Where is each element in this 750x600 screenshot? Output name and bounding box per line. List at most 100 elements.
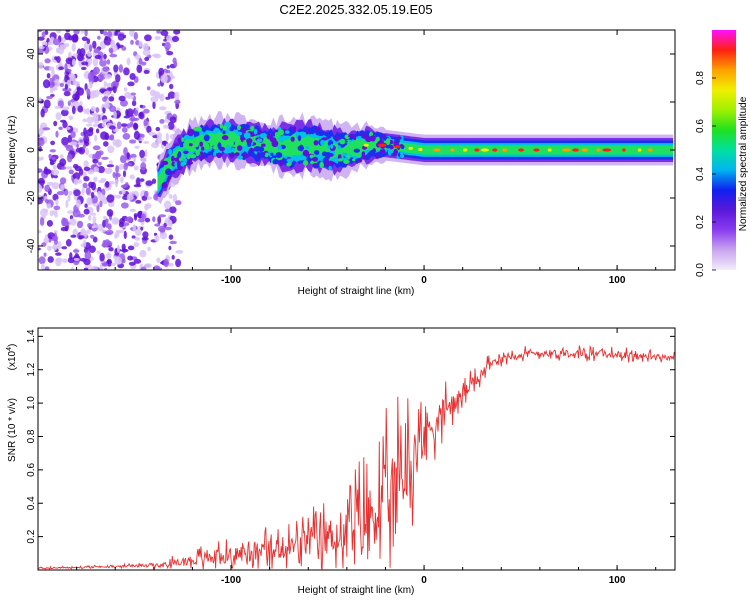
noise-blob xyxy=(82,118,87,123)
signal-blob xyxy=(360,155,367,160)
signal-blob xyxy=(173,143,180,147)
signal-blob xyxy=(229,126,235,132)
noise-blob xyxy=(165,226,172,231)
noise-blob xyxy=(123,87,128,92)
noise-blob xyxy=(73,249,80,253)
noise-blob xyxy=(77,141,85,146)
signal-peak xyxy=(518,148,524,152)
noise-blob xyxy=(38,256,46,265)
signal-blob xyxy=(367,136,374,142)
spectrogram-panel: -100 0 100 -40 -20 0 20 40 Height of straight l… xyxy=(7,29,676,297)
noise-blob xyxy=(71,267,74,270)
signal-blob xyxy=(195,150,200,157)
noise-blob xyxy=(156,132,162,140)
signal-blob xyxy=(188,143,193,147)
noise-blob xyxy=(139,178,145,182)
signal-blob xyxy=(259,151,265,158)
noise-blob xyxy=(103,141,109,147)
signal-blob xyxy=(229,154,235,158)
noise-blob xyxy=(90,106,96,112)
noise-blob xyxy=(40,108,45,118)
signal-blob xyxy=(256,138,263,143)
noise-blob xyxy=(83,108,87,114)
signal-blob xyxy=(180,161,185,167)
signal-blob xyxy=(221,135,229,141)
noise-blob xyxy=(158,67,165,76)
signal-peak xyxy=(622,148,626,152)
noise-blob xyxy=(104,73,112,79)
signal-blob xyxy=(237,145,243,151)
noise-blob xyxy=(102,96,107,102)
noise-blob xyxy=(114,173,119,177)
noise-blob xyxy=(94,54,102,60)
signal-blob xyxy=(314,150,320,155)
noise-blob xyxy=(129,30,135,37)
noise-blob xyxy=(57,241,62,250)
signal-blob xyxy=(288,151,296,156)
signal-blob xyxy=(266,133,274,140)
noise-blob xyxy=(38,46,45,50)
signal-peak xyxy=(533,148,540,152)
noise-blob xyxy=(67,257,75,264)
noise-blob xyxy=(133,165,139,171)
noise-blob xyxy=(166,65,170,69)
noise-blob xyxy=(39,217,45,226)
noise-blob xyxy=(88,81,93,89)
noise-blob xyxy=(73,30,80,35)
noise-blob xyxy=(60,119,67,123)
noise-blob xyxy=(82,144,86,150)
noise-blob xyxy=(144,190,149,198)
signal-blob xyxy=(217,142,222,150)
noise-blob xyxy=(52,193,59,201)
spectrogram-xtick-label: -100 xyxy=(221,275,241,286)
signal-blob xyxy=(219,123,224,129)
signal-peak xyxy=(450,148,455,152)
noise-blob xyxy=(91,112,99,117)
signal-blob xyxy=(369,149,376,157)
noise-blob xyxy=(77,105,84,113)
noise-blob xyxy=(38,184,43,193)
noise-blob xyxy=(52,164,58,170)
signal-blob xyxy=(337,145,341,150)
signal-blob xyxy=(347,154,351,159)
noise-blob xyxy=(103,81,108,87)
noise-blob xyxy=(121,188,126,195)
noise-blob xyxy=(68,218,77,226)
noise-blob xyxy=(107,223,112,230)
noise-blob xyxy=(104,167,113,174)
signal-peak xyxy=(502,148,508,152)
noise-blob xyxy=(112,84,117,94)
noise-blob xyxy=(120,176,124,183)
noise-blob xyxy=(69,73,76,82)
signal-blob xyxy=(237,124,241,131)
noise-blob xyxy=(38,168,43,173)
chart-title: C2E2.2025.332.05.19.E05 xyxy=(279,2,432,17)
noise-blob xyxy=(169,240,177,245)
signal-blob xyxy=(177,137,182,144)
noise-blob xyxy=(133,109,139,117)
noise-blob xyxy=(169,116,177,124)
noise-blob xyxy=(41,31,46,38)
noise-blob xyxy=(67,69,72,72)
colorbar-label: Normalized spectral amplitude xyxy=(738,96,749,231)
noise-blob xyxy=(102,239,107,248)
noise-blob xyxy=(92,40,97,49)
noise-blob xyxy=(42,79,51,89)
noise-blob xyxy=(124,162,133,167)
noise-blob xyxy=(153,265,161,270)
noise-blob xyxy=(75,199,81,208)
signal-blob xyxy=(222,130,226,135)
signal-blob xyxy=(312,156,318,162)
noise-blob xyxy=(72,34,79,42)
noise-blob xyxy=(99,200,103,208)
noise-blob xyxy=(72,101,80,108)
signal-blob xyxy=(182,158,188,164)
noise-blob xyxy=(62,120,68,129)
signal-blob xyxy=(374,153,379,158)
noise-blob xyxy=(94,134,98,142)
noise-blob xyxy=(73,189,81,197)
signal-peak xyxy=(572,148,579,152)
signal-blob xyxy=(286,158,294,163)
signal-blob xyxy=(278,159,284,167)
noise-blob xyxy=(62,106,70,111)
